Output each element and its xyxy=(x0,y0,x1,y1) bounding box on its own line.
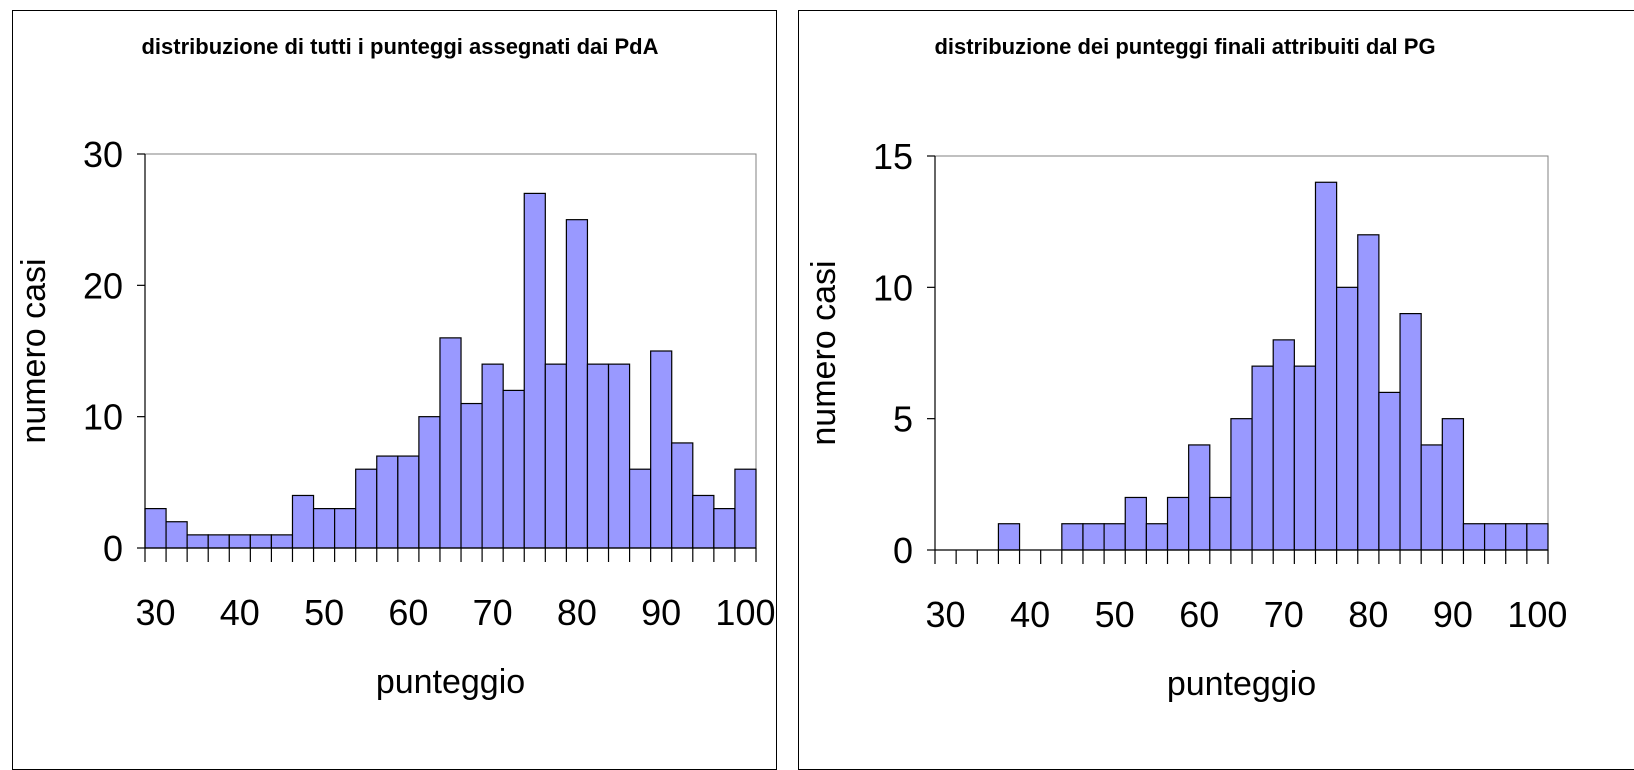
x-tick-label: 70 xyxy=(473,592,513,633)
y-tick-label: 10 xyxy=(873,267,913,308)
bar xyxy=(1441,418,1465,551)
bar xyxy=(334,508,357,549)
bar xyxy=(1145,523,1169,551)
bar xyxy=(249,534,273,549)
x-axis-label: punteggio xyxy=(376,663,525,701)
bar xyxy=(1103,523,1126,551)
bar xyxy=(1209,496,1232,551)
y-tick-label: 10 xyxy=(83,397,123,438)
y-axis-label: numero casi xyxy=(805,260,843,445)
bar xyxy=(291,494,315,549)
bar xyxy=(586,363,610,549)
bar xyxy=(481,363,504,549)
y-tick-label: 30 xyxy=(83,134,123,175)
bar xyxy=(1251,365,1274,551)
bar xyxy=(1061,523,1084,551)
bar xyxy=(1462,523,1486,551)
x-tick-label: 40 xyxy=(1010,594,1050,635)
chart-title: distribuzione di tutti i punteggi assegn… xyxy=(141,34,659,59)
x-tick-label: 30 xyxy=(136,592,176,633)
y-tick-label: 0 xyxy=(103,528,123,569)
y-axis-label: numero casi xyxy=(15,258,53,443)
bar xyxy=(1526,523,1549,551)
bar xyxy=(692,494,715,549)
bar xyxy=(1420,444,1443,551)
bar xyxy=(1314,181,1338,551)
bar xyxy=(376,455,399,549)
y-tick-label: 5 xyxy=(893,399,913,440)
x-tick-label: 70 xyxy=(1264,594,1304,635)
bar xyxy=(186,534,209,549)
x-axis-label: punteggio xyxy=(1167,665,1316,703)
bar xyxy=(607,363,631,549)
bar xyxy=(997,523,1021,551)
x-tick-label: 90 xyxy=(641,592,681,633)
bar xyxy=(460,402,483,549)
bar xyxy=(1166,496,1190,551)
bar xyxy=(1336,286,1359,551)
bar xyxy=(671,442,694,549)
x-tick-label: 30 xyxy=(926,594,966,635)
x-tick-label: 60 xyxy=(1179,594,1219,635)
y-tick-label: 20 xyxy=(83,265,123,306)
y-tick-label: 15 xyxy=(873,136,913,177)
y-tick-label: 0 xyxy=(893,530,913,571)
bar xyxy=(418,416,441,549)
chart-title: distribuzione dei punteggi finali attrib… xyxy=(934,34,1436,59)
x-tick-label: 100 xyxy=(715,592,775,633)
bar xyxy=(1188,444,1211,551)
x-tick-label: 50 xyxy=(304,592,344,633)
bar xyxy=(650,350,673,549)
x-tick-label: 80 xyxy=(557,592,597,633)
bar xyxy=(207,534,230,549)
bar xyxy=(312,508,336,549)
bar xyxy=(355,468,378,549)
bar xyxy=(397,455,420,549)
bar xyxy=(502,389,525,549)
bar xyxy=(713,508,736,549)
bar xyxy=(1272,339,1295,551)
bar xyxy=(523,192,546,549)
bar xyxy=(1357,234,1380,551)
bar xyxy=(734,468,757,549)
bar xyxy=(565,219,589,549)
bar xyxy=(1082,523,1105,551)
bar xyxy=(1505,523,1528,551)
x-tick-label: 100 xyxy=(1507,594,1567,635)
bar xyxy=(439,337,462,549)
bar xyxy=(270,534,294,549)
x-tick-label: 50 xyxy=(1095,594,1135,635)
x-tick-label: 90 xyxy=(1433,594,1473,635)
bar xyxy=(144,508,167,549)
bar xyxy=(544,363,567,549)
bar xyxy=(1399,313,1422,551)
bar xyxy=(165,521,188,549)
page: distribuzione di tutti i punteggi assegn… xyxy=(12,10,1634,770)
bar xyxy=(1378,391,1401,551)
bar xyxy=(1230,418,1253,551)
bar xyxy=(1124,496,1147,551)
bar xyxy=(228,534,251,549)
x-tick-label: 60 xyxy=(388,592,428,633)
x-tick-label: 80 xyxy=(1348,594,1388,635)
x-tick-label: 40 xyxy=(220,592,260,633)
bar xyxy=(1293,365,1317,551)
bar xyxy=(628,468,652,549)
bar xyxy=(1483,523,1507,551)
